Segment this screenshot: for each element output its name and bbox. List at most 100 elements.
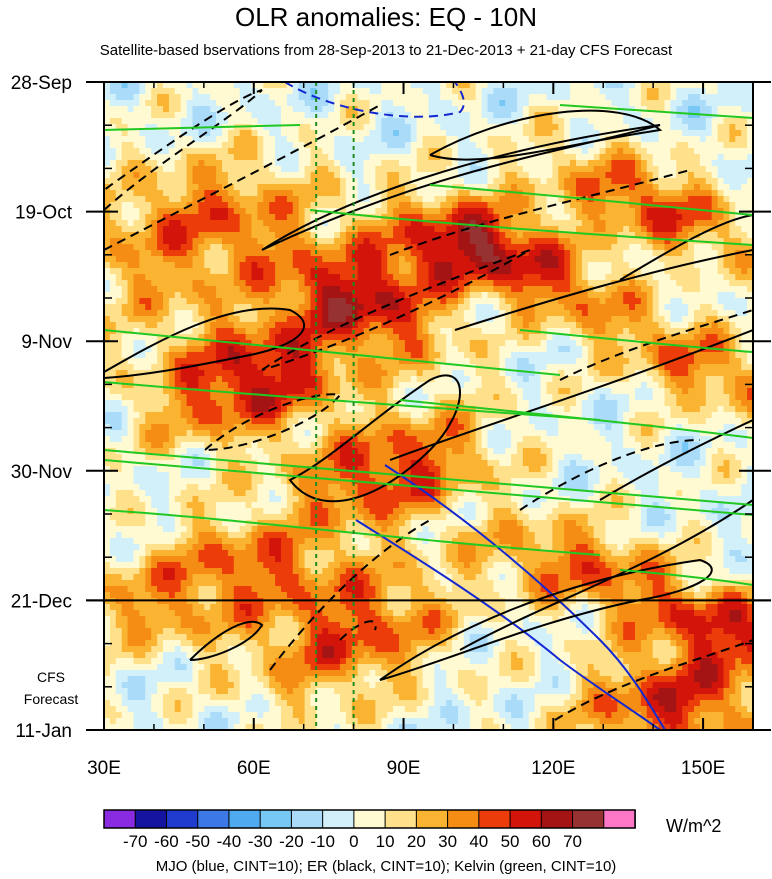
olr-cell: [316, 412, 323, 419]
olr-cell: [322, 172, 329, 179]
olr-cell: [186, 574, 194, 581]
olr-cell: [334, 502, 341, 509]
olr-cell: [168, 364, 176, 371]
olr-cell: [316, 382, 323, 389]
olr-cell: [133, 544, 140, 551]
olr-cell: [345, 412, 353, 419]
olr-cell: [328, 526, 335, 533]
olr-cell: [210, 250, 217, 257]
olr-cell: [263, 592, 270, 599]
olr-cell: [316, 520, 323, 527]
olr-cell: [198, 724, 205, 730]
olr-cell: [210, 160, 217, 167]
olr-cell: [257, 286, 264, 293]
olr-cell: [192, 190, 199, 197]
olr-cell: [145, 592, 152, 599]
olr-cell: [310, 664, 317, 671]
olr-cell: [233, 190, 241, 197]
olr-cell: [186, 562, 194, 569]
olr-cell: [163, 628, 170, 635]
olr-cell: [340, 454, 347, 461]
olr-cell: [192, 94, 199, 101]
olr-cell: [363, 184, 371, 191]
olr-cell: [251, 310, 258, 317]
olr-cell: [239, 112, 247, 119]
olr-cell: [281, 634, 288, 641]
olr-cell: [210, 634, 217, 641]
olr-cell: [163, 400, 170, 407]
olr-cell: [210, 136, 217, 143]
olr-cell: [298, 190, 306, 197]
olr-cell: [210, 130, 217, 137]
olr-cell: [145, 82, 152, 89]
olr-cell: [357, 328, 365, 335]
olr-cell: [322, 694, 329, 701]
olr-cell: [233, 640, 241, 647]
olr-cell: [121, 370, 129, 377]
olr-cell: [304, 712, 312, 719]
olr-cell: [127, 616, 135, 623]
olr-cell: [257, 442, 264, 449]
olr-cell: [216, 568, 223, 575]
olr-cell: [375, 160, 382, 167]
olr-cell: [151, 310, 158, 317]
olr-cell: [104, 538, 111, 545]
olr-cell: [322, 88, 329, 95]
olr-cell: [168, 520, 176, 527]
olr-cell: [351, 112, 359, 119]
olr-cell: [292, 184, 300, 191]
olr-cell: [168, 502, 176, 509]
olr-cell: [263, 148, 270, 155]
olr-cell: [257, 334, 264, 341]
olr-cell: [186, 370, 194, 377]
olr-cell: [292, 502, 300, 509]
olr-cell: [334, 100, 341, 107]
olr-cell: [298, 202, 306, 209]
olr-cell: [292, 196, 300, 203]
olr-cell: [174, 298, 182, 305]
olr-cell: [275, 94, 282, 101]
olr-cell: [115, 232, 123, 239]
olr-cell: [351, 568, 359, 575]
olr-cell: [334, 142, 341, 149]
olr-cell: [304, 544, 312, 551]
olr-cell: [328, 592, 335, 599]
olr-cell: [198, 412, 205, 419]
olr-cell: [239, 148, 247, 155]
olr-cell: [109, 586, 117, 593]
olr-cell: [216, 292, 223, 299]
olr-cell: [139, 94, 146, 101]
olr-cell: [180, 682, 188, 689]
olr-cell: [180, 652, 188, 659]
olr-cell: [351, 142, 359, 149]
olr-cell: [257, 304, 264, 311]
olr-cell: [245, 382, 253, 389]
olr-cell: [151, 376, 158, 383]
olr-cell: [275, 406, 282, 413]
olr-cell: [357, 334, 365, 341]
olr-cell: [192, 244, 199, 251]
olr-cell: [210, 622, 217, 629]
olr-cell: [216, 604, 223, 611]
olr-cell: [186, 472, 194, 479]
olr-cell: [104, 382, 111, 389]
olr-cell: [292, 202, 300, 209]
olr-cell: [328, 400, 335, 407]
olr-cell: [180, 616, 188, 623]
olr-cell: [109, 82, 117, 89]
olr-cell: [310, 244, 317, 251]
olr-cell: [292, 610, 300, 617]
olr-cell: [263, 340, 270, 347]
olr-cell: [351, 430, 359, 437]
olr-cell: [174, 388, 182, 395]
olr-cell: [192, 604, 199, 611]
olr-cell: [104, 190, 111, 197]
olr-cell: [269, 208, 276, 215]
olr-cell: [251, 670, 258, 677]
olr-cell: [139, 580, 146, 587]
olr-cell: [345, 418, 353, 425]
olr-cell: [257, 400, 264, 407]
olr-cell: [275, 538, 282, 545]
olr-cell: [239, 670, 247, 677]
olr-cell: [269, 514, 276, 521]
